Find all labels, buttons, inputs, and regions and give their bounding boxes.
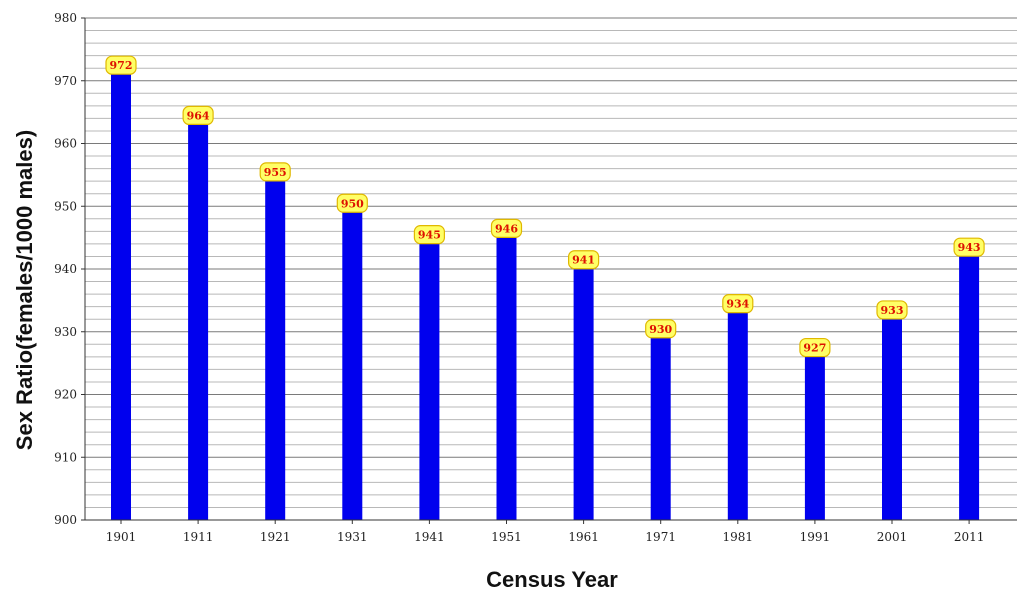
data-label: 964 (183, 106, 213, 124)
bar (188, 118, 208, 520)
data-label: 950 (337, 194, 367, 212)
bar (805, 351, 825, 520)
y-axis-title: Sex Ratio(females/1000 males) (12, 130, 37, 450)
y-tick-label: 900 (54, 513, 77, 527)
x-tick-label: 1911 (183, 530, 214, 544)
x-tick-label: 2001 (877, 530, 908, 544)
bar (497, 231, 517, 520)
bar (651, 332, 671, 520)
data-label: 930 (646, 320, 676, 338)
x-tick-label: 1921 (260, 530, 291, 544)
data-label-text: 946 (495, 222, 518, 235)
x-axis-title: Census Year (486, 567, 618, 592)
y-tick-label: 910 (54, 450, 77, 464)
bar (342, 206, 362, 520)
data-label: 933 (877, 301, 907, 319)
bar (111, 68, 131, 520)
y-tick-label: 970 (54, 74, 77, 88)
bar (882, 313, 902, 520)
bar (574, 263, 594, 520)
y-tick-label: 950 (54, 199, 77, 213)
y-tick-label: 920 (54, 388, 77, 402)
data-label-text: 950 (341, 197, 364, 210)
y-tick-label: 960 (54, 137, 77, 151)
x-tick-label: 1941 (414, 530, 445, 544)
y-tick-label: 940 (54, 262, 77, 276)
data-label-text: 934 (726, 298, 749, 311)
bar (728, 307, 748, 520)
x-tick-label: 1981 (723, 530, 754, 544)
data-label: 934 (723, 295, 753, 313)
y-tick-label: 980 (54, 11, 77, 25)
x-tick-label: 1901 (106, 530, 137, 544)
data-label-text: 927 (803, 342, 826, 355)
x-tick-label: 1931 (337, 530, 368, 544)
data-label: 946 (492, 219, 522, 237)
data-label: 927 (800, 339, 830, 357)
data-label-text: 941 (572, 254, 595, 267)
data-label: 955 (260, 163, 290, 181)
data-label-text: 955 (264, 166, 287, 179)
data-label: 945 (414, 226, 444, 244)
data-label-text: 930 (649, 323, 672, 336)
data-label: 943 (954, 238, 984, 256)
y-tick-label: 930 (54, 325, 77, 339)
x-tick-label: 1971 (645, 530, 676, 544)
data-label: 941 (569, 251, 599, 269)
data-label-text: 933 (881, 304, 904, 317)
x-tick-label: 1951 (491, 530, 522, 544)
gridlines (85, 18, 1017, 520)
data-label-text: 945 (418, 229, 441, 242)
data-label-text: 972 (110, 59, 133, 72)
x-tick-label: 1961 (568, 530, 599, 544)
x-tick-label: 1991 (800, 530, 831, 544)
bar (419, 238, 439, 520)
bar (265, 175, 285, 520)
data-label-text: 964 (187, 109, 210, 122)
bar (959, 250, 979, 520)
data-label-text: 943 (958, 241, 981, 254)
x-tick-label: 2011 (954, 530, 985, 544)
data-label: 972 (106, 56, 136, 74)
